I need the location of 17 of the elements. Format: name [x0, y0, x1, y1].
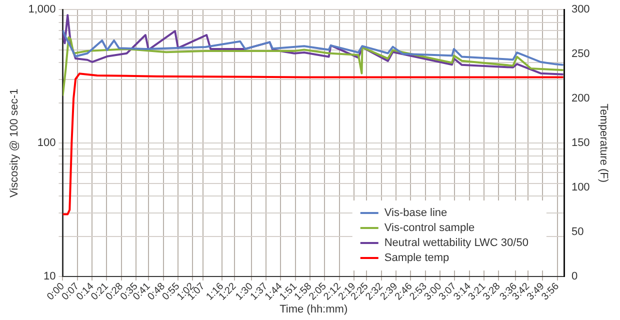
y2-tick-label: 300	[571, 4, 590, 16]
y-axis-title: Viscosity @ 100 sec-1	[8, 88, 21, 198]
legend-label: Vis-base line	[384, 207, 448, 220]
y2-tick-label: 200	[571, 92, 590, 105]
y2-tick-label: 0	[571, 270, 578, 283]
y2-tick-label: 100	[571, 182, 590, 194]
legend-label: Neutral wettability LWC 30/50	[384, 237, 528, 250]
y-tick-label: 100	[37, 137, 56, 150]
y2-tick-label: 50	[571, 226, 584, 238]
legend-label: Sample temp	[384, 252, 450, 264]
y2-tick-label: 250	[571, 48, 590, 60]
y2-tick-label: 150	[571, 137, 590, 150]
y2-axis-title: Temperature (F)	[597, 104, 610, 183]
y-tick-label: 10	[43, 270, 56, 283]
legend-label: Vis-control sample	[384, 222, 475, 234]
y-tick-label: 1,000	[28, 4, 56, 16]
x-axis-title: Time (hh:mm)	[280, 303, 348, 316]
